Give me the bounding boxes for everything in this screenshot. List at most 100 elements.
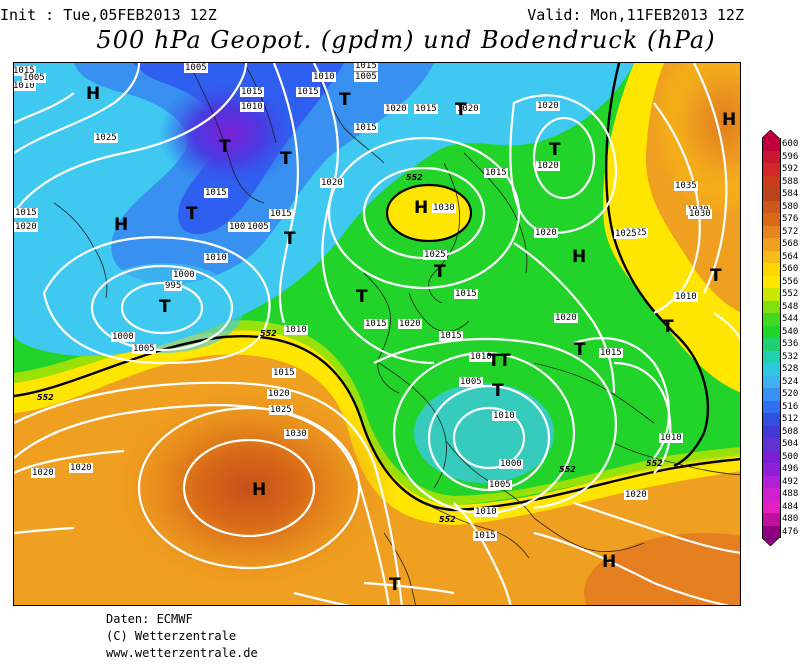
contour-label: 552	[439, 515, 456, 524]
low-pressure-center: T	[455, 100, 467, 120]
low-pressure-center: T	[434, 262, 446, 282]
scale-color-cell	[762, 188, 781, 201]
isobar-label: 1010	[204, 253, 228, 263]
high-pressure-center: H	[414, 198, 429, 218]
isobar-label: 1000	[111, 332, 135, 342]
low-pressure-center: T	[492, 381, 504, 401]
low-pressure-center: T	[186, 204, 198, 224]
scale-label: 572	[782, 226, 799, 237]
scale-color-cell	[762, 325, 781, 338]
source-url[interactable]: www.wetterzentrale.de	[106, 646, 258, 660]
scale-color-cell	[762, 363, 781, 376]
weather-map: 1015 1010 1005 1005 1015 1010 1015 1015 1010 1005…	[13, 62, 741, 606]
isobar-label: 1015	[484, 168, 508, 178]
isobar-label: 1015	[354, 123, 378, 133]
isobar-label: 1020	[536, 161, 560, 171]
scale-color-cell	[762, 500, 781, 513]
scale-color-cell	[762, 225, 781, 238]
contour-552-east	[605, 63, 710, 468]
isobar-label: 1020	[267, 389, 291, 399]
contour-label: 552	[646, 459, 663, 468]
isobar-label: 1015	[414, 104, 438, 114]
scale-color-cell	[762, 400, 781, 413]
scale-label: 560	[782, 264, 799, 274]
isobar-label: 1030	[284, 429, 308, 439]
map-overlay: 1015 1010 1005 1005 1015 1010 1015 1015 1010 1005…	[13, 62, 740, 605]
cutoff-low-central	[414, 383, 554, 483]
scale-color-cell	[762, 475, 781, 488]
atlantic-low	[84, 263, 244, 353]
isobar-label: 1010	[469, 352, 493, 362]
scale-label: 496	[782, 464, 799, 474]
scale-label: 484	[782, 501, 799, 512]
isobar-label: 1000	[172, 270, 196, 280]
isobar-label: 1010	[659, 433, 683, 443]
scale-label: 508	[782, 426, 799, 437]
scale-label: 552	[782, 289, 799, 299]
scale-color-cell	[762, 300, 781, 313]
scandinavian-high-dome	[387, 185, 471, 241]
isobar-label: 1030	[688, 209, 712, 219]
isobar-label: 1025	[94, 133, 118, 143]
azores-high-core	[99, 378, 399, 598]
scale-label: 588	[782, 176, 799, 187]
isobar-label: 1005	[459, 377, 483, 387]
scale-label: 544	[782, 314, 799, 324]
scale-label: 596	[782, 151, 799, 162]
high-pressure-center: H	[252, 480, 267, 500]
isobar-label: 1025	[423, 250, 447, 260]
isobar-label: 1010	[13, 81, 36, 91]
scale-color-cell	[762, 238, 781, 251]
isobar-label: 1015	[354, 62, 378, 71]
isobar-label: 1020	[456, 104, 480, 114]
scale-label: 500	[782, 451, 799, 462]
contour-label: 552	[406, 173, 423, 182]
scale-color-cell	[762, 138, 781, 151]
low-pressure-center: T	[499, 351, 511, 371]
isobar-label: 995	[164, 281, 183, 291]
isobar-label: 1015	[473, 531, 497, 541]
scale-label: 600	[782, 139, 799, 149]
isobar-label: 1015	[439, 331, 463, 341]
scale-color-cell	[762, 313, 781, 326]
isobar-label: 1015	[272, 368, 296, 378]
scale-color-cell	[762, 525, 781, 538]
isobar-label: 1015	[454, 289, 478, 299]
isobar-label: 1020	[534, 228, 558, 238]
scale-label: 512	[782, 414, 799, 424]
scale-color-cell	[762, 163, 781, 176]
data-source: Daten: ECMWF	[106, 612, 193, 626]
isobar-label: 1005	[184, 63, 208, 73]
low-pressure-center: T	[389, 575, 401, 595]
isobar-label: 1010	[240, 102, 264, 112]
isobar-label: 1020	[320, 178, 344, 188]
low-pressure-center: T	[280, 149, 292, 169]
scale-label: 548	[782, 301, 799, 312]
contour-label: 552	[559, 465, 576, 474]
low-pressure-center: T	[574, 340, 586, 360]
scale-label: 564	[782, 251, 799, 262]
low-pressure-center: T	[219, 137, 231, 157]
scale-bottom-arrow	[762, 538, 779, 546]
copyright: (C) Wetterzentrale	[106, 629, 237, 643]
polar-vortex-core	[159, 78, 299, 188]
scale-label: 476	[782, 526, 799, 537]
coastlines	[53, 63, 740, 605]
map-title: 500 hPa Geopot. (gpdm) und Bodendruck (h…	[96, 26, 716, 54]
scale-color-cell	[762, 463, 781, 476]
scale-label: 488	[782, 489, 799, 499]
isobar-label: 1000	[499, 459, 523, 469]
isobar-label: 1020	[31, 468, 55, 478]
init-time: Init : Tue,05FEB2013 12Z	[0, 6, 217, 24]
scale-label: 584	[782, 189, 799, 199]
scale-color-cell	[762, 275, 781, 288]
high-pressure-center: H	[572, 247, 587, 267]
scale-label: 540	[782, 326, 799, 337]
isobar-label: 1015	[13, 66, 36, 76]
scale-color-cell	[762, 288, 781, 301]
isobar-label: 1015	[240, 87, 264, 97]
valid-time: Valid: Mon,11FEB2013 12Z	[527, 6, 744, 24]
southeast-warm-core	[584, 533, 740, 605]
isobar-label: 1015	[204, 188, 228, 198]
scale-label: 536	[782, 339, 799, 349]
